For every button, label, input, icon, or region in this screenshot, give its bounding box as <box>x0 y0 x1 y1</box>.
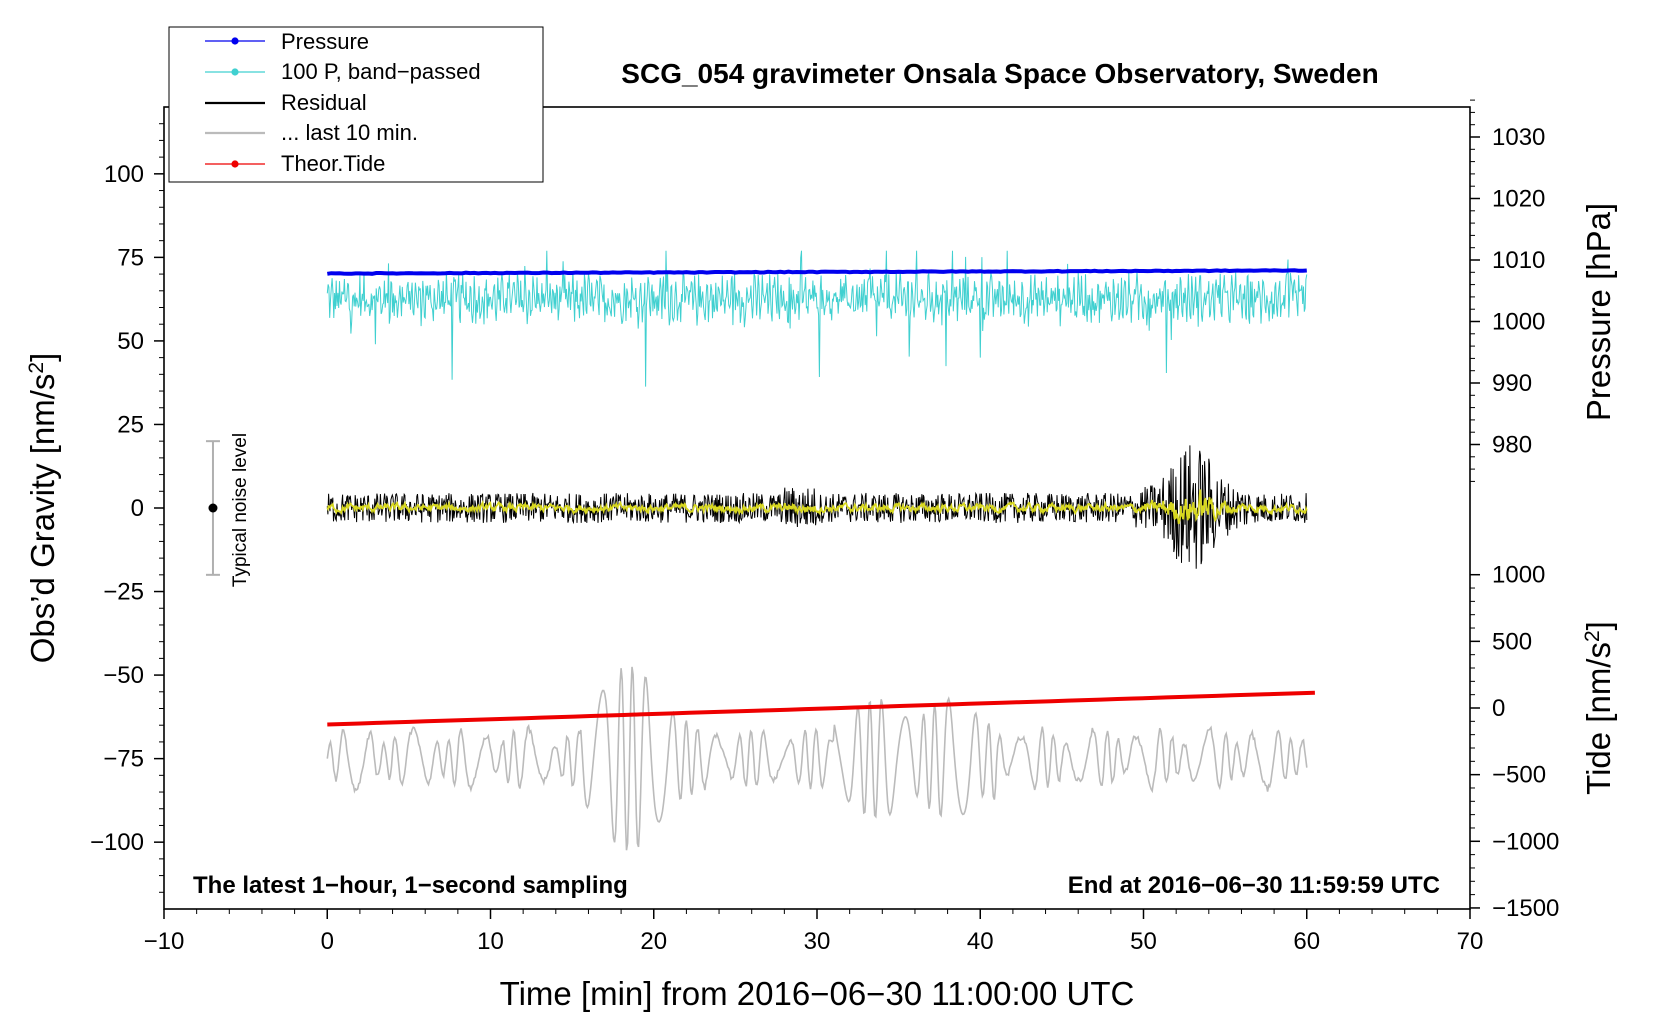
x-axis: −10 0 10 20 30 40 50 60 70 <box>144 909 1484 955</box>
y-left-tick-label--50: −50 <box>103 662 144 689</box>
legend-item-bandpassed: 100 P, band−passed <box>205 59 481 84</box>
legend: Pressure 100 P, band−passed Residual ...… <box>168 26 544 183</box>
y-axis-left: −100 −75 −50 −25 0 25 50 75 100 <box>90 123 164 893</box>
y-left-tick-label-25: 25 <box>117 411 144 438</box>
y-left-tick-label-50: 50 <box>117 328 144 355</box>
legend-marker-bandpassed <box>231 68 239 76</box>
pressure-tick-label-1030: 1030 <box>1492 124 1545 151</box>
pressure-tick-label-1000: 1000 <box>1492 309 1545 336</box>
x-tick-label-40: 40 <box>967 928 994 955</box>
x-tick-label-10: 10 <box>477 928 504 955</box>
y-axis-right-tide-title: Tide [nm/s2] <box>1580 621 1617 795</box>
legend-item-pressure: Pressure <box>205 29 369 54</box>
x-tick-label-70: 70 <box>1457 928 1484 955</box>
legend-box <box>168 26 544 183</box>
y-left-tick-label-75: 75 <box>117 244 144 271</box>
pressure-tick-label-1010: 1010 <box>1492 247 1545 274</box>
legend-marker-tide <box>231 160 239 168</box>
bandpassed-pressure-line <box>326 250 1308 387</box>
legend-label-bandpassed: 100 P, band−passed <box>281 59 481 84</box>
y-axis-left-title-superscript: 2 <box>25 362 48 374</box>
tide-tick-label-0: 0 <box>1492 695 1505 722</box>
legend-label-residual: Residual <box>281 90 367 115</box>
pressure-tick-label-980: 980 <box>1492 432 1532 459</box>
x-tick-label-30: 30 <box>804 928 831 955</box>
chart-title: SCG_054 gravimeter Onsala Space Observat… <box>621 58 1378 89</box>
tide-tick-label-500: 500 <box>1492 628 1532 655</box>
pressure-line <box>327 268 1307 276</box>
x-tick-label-60: 60 <box>1293 928 1320 955</box>
x-tick-label-0: 0 <box>321 928 334 955</box>
y-left-tick-label--25: −25 <box>103 579 144 606</box>
noise-bar-center-dot <box>208 503 218 513</box>
x-tick-label-20: 20 <box>640 928 667 955</box>
y-left-tick-label-0: 0 <box>131 495 144 522</box>
footer-right: End at 2016−06−30 11:59:59 UTC <box>1068 872 1440 899</box>
legend-label-last10: ... last 10 min. <box>281 120 418 145</box>
last-10-min-line <box>326 666 1308 851</box>
theoretical-tide-line <box>327 690 1315 727</box>
legend-item-last10: ... last 10 min. <box>205 120 418 145</box>
legend-label-pressure: Pressure <box>281 29 369 54</box>
pressure-tick-label-1020: 1020 <box>1492 186 1545 213</box>
y-left-tick-label-100: 100 <box>104 161 144 188</box>
y-left-tick-label--100: −100 <box>90 829 144 856</box>
pressure-tick-label-990: 990 <box>1492 370 1532 397</box>
legend-item-tide: Theor.Tide <box>205 151 385 176</box>
noise-level-indicator: Typical noise level <box>205 433 251 587</box>
series-layer <box>326 250 1315 851</box>
legend-marker-pressure <box>231 37 239 45</box>
residual-filtered-line <box>326 489 1308 525</box>
noise-level-label: Typical noise level <box>230 433 251 587</box>
y-axis-right-tide-title-text: Tide [nm/s <box>1580 642 1617 795</box>
y-axis-right-tide-title-bracket: ] <box>1580 621 1617 630</box>
legend-item-residual: Residual <box>205 90 367 115</box>
legend-label-tide: Theor.Tide <box>281 151 385 176</box>
y-axis-left-title-bracket: ] <box>24 353 61 362</box>
y-axis-right-tide-title-superscript: 2 <box>1581 630 1604 642</box>
y-axis-right: 980 990 1000 1010 1020 1030 −1500 −1000 −500 0 500… <box>1470 99 1559 922</box>
tide-tick-label-1000: 1000 <box>1492 562 1545 589</box>
y-axis-left-title: Obs’d Gravity [nm/s2] <box>24 353 61 664</box>
footer-left: The latest 1−hour, 1−second sampling <box>193 872 628 899</box>
y-axis-left-title-text: Obs’d Gravity [nm/s <box>24 374 61 664</box>
tide-tick-label--500: −500 <box>1492 762 1546 789</box>
tide-tick-label--1000: −1000 <box>1492 828 1559 855</box>
y-axis-right-pressure-title: Pressure [hPa] <box>1580 203 1617 421</box>
x-axis-title: Time [min] from 2016−06−30 11:00:00 UTC <box>500 975 1135 1012</box>
tide-tick-label--1500: −1500 <box>1492 895 1559 922</box>
x-tick-label--10: −10 <box>144 928 185 955</box>
y-left-tick-label--75: −75 <box>103 746 144 773</box>
x-tick-label-50: 50 <box>1130 928 1157 955</box>
